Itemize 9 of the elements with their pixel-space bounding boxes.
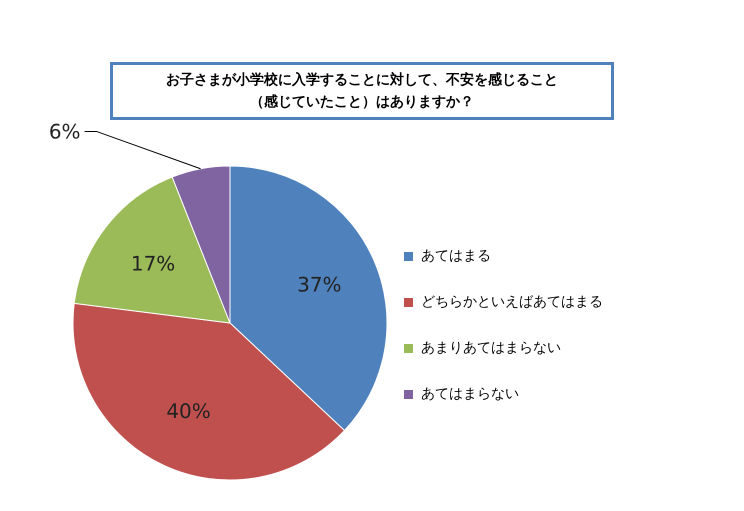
data-label: 17%	[130, 251, 176, 276]
data-label: 37%	[297, 272, 342, 296]
legend-label: あまりあてはまらない	[421, 339, 561, 357]
chart-title: お子さまが小学校に入学することに対して、不安を感じること（感じていたこと）はありますか？	[165, 70, 559, 112]
data-label: 6%	[48, 119, 81, 144]
data-label: 40%	[166, 399, 211, 424]
legend-label: どちらかといえばあてはまる	[421, 293, 603, 311]
legend-label: あてはまらない	[421, 385, 519, 403]
legend-label: あてはまる	[421, 247, 491, 265]
